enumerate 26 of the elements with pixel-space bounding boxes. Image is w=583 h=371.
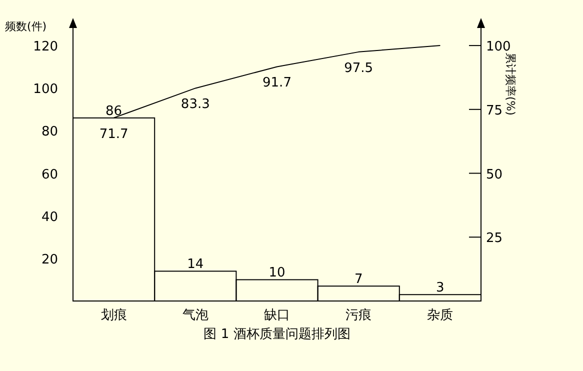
data-label: 83.3	[180, 97, 210, 112]
data-label: 3	[436, 280, 444, 296]
data-label: 10	[268, 266, 286, 281]
data-label: 14	[187, 257, 204, 272]
y-tick-label: 100	[33, 82, 58, 98]
data-label: 7	[354, 272, 363, 288]
text: 图 1 酒杯质量问题排列图	[204, 327, 350, 342]
y2-tick-label: 25	[486, 231, 503, 246]
y2-tick-label: 75	[486, 103, 503, 118]
data-label: 97.5	[344, 60, 374, 76]
x-tick-label: 杂质	[427, 308, 454, 323]
y-tick-label: 60	[41, 167, 58, 182]
y2-axis-title: 累计频率(%)	[504, 52, 517, 116]
data-label: 71.7	[99, 126, 128, 142]
x-tick-label: 气泡	[182, 308, 208, 323]
y-tick-label: 20	[41, 252, 58, 268]
x-tick-label: 划痕	[100, 308, 127, 323]
y-tick-label: 80	[41, 124, 58, 140]
y-tick-label: 40	[41, 210, 58, 225]
y-axis-title: 频数(件)	[5, 20, 47, 33]
x-tick-label: 污痕	[346, 308, 372, 323]
y-tick-label: 120	[33, 40, 58, 55]
data-label: 86	[106, 104, 122, 119]
y2-tick-label: 50	[486, 167, 503, 182]
x-tick-label: 缺口	[264, 308, 290, 323]
data-label: 91.7	[262, 76, 292, 91]
